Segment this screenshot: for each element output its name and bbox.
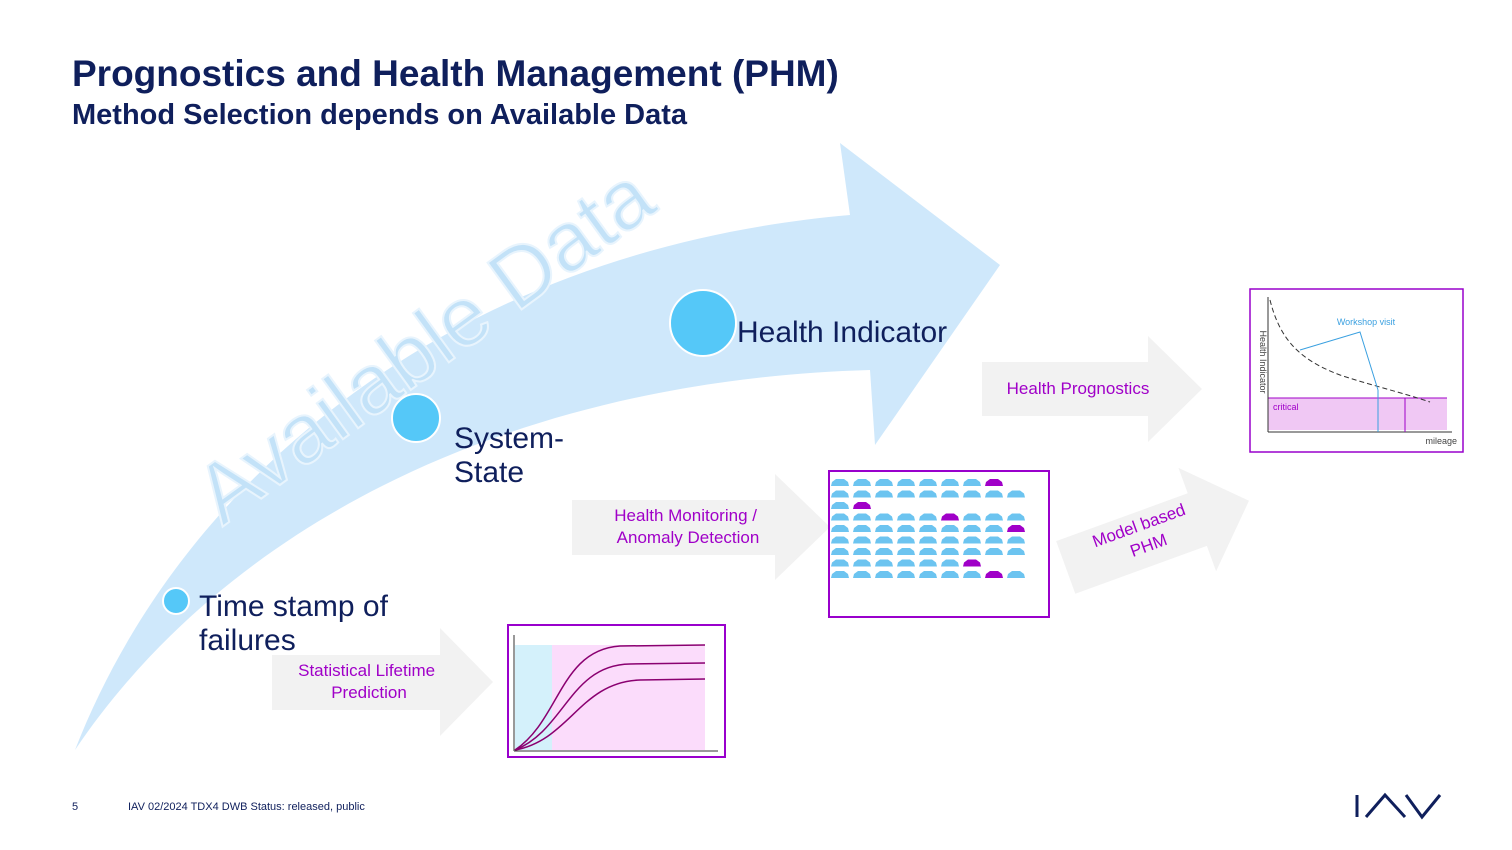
car-icon	[875, 548, 893, 555]
car-icon	[831, 548, 849, 555]
x-axis-label: mileage	[1425, 436, 1457, 446]
car-icon	[941, 571, 959, 578]
lifetime-inset	[507, 624, 726, 758]
car-icon	[941, 525, 959, 532]
car-icon	[963, 536, 981, 544]
car-icon	[853, 525, 871, 532]
car-icon	[919, 513, 937, 521]
car-icon	[941, 559, 959, 567]
car-icon	[941, 548, 959, 555]
page-number: 5	[72, 801, 78, 813]
car-icon	[1007, 525, 1025, 532]
car-icon	[831, 559, 849, 567]
car-icon	[919, 571, 937, 578]
car-icon	[941, 490, 959, 498]
car-icon	[963, 548, 981, 555]
method-arrow	[572, 474, 830, 580]
car-icon	[875, 479, 893, 486]
zone-label: critical	[1273, 402, 1299, 412]
fleet-inset	[828, 470, 1050, 618]
car-icon	[963, 490, 981, 498]
car-icon	[985, 513, 1003, 521]
method-label: Health Prognostics	[1007, 379, 1150, 398]
stage-label: Health Indicator	[737, 316, 947, 349]
car-icon	[831, 513, 849, 521]
car-icon	[897, 525, 915, 532]
car-icon	[1007, 536, 1025, 544]
car-icon	[897, 548, 915, 555]
car-icon	[985, 490, 1003, 498]
footer-info: IAV 02/2024 TDX4 DWB Status: released, p…	[128, 801, 365, 813]
car-icon	[963, 479, 981, 486]
method-arrow	[272, 628, 493, 736]
car-icon	[875, 490, 893, 498]
car-icon	[919, 548, 937, 555]
car-icon	[985, 571, 1003, 578]
car-icon	[853, 502, 871, 509]
car-icon	[875, 513, 893, 521]
car-icon	[985, 525, 1003, 532]
car-icon	[831, 536, 849, 544]
title: Prognostics and Health Management (PHM)	[72, 53, 839, 94]
y-axis-label: Health Indicator	[1258, 330, 1268, 393]
car-icon	[941, 513, 959, 521]
car-icon	[897, 490, 915, 498]
car-icon	[897, 571, 915, 578]
car-icon	[875, 525, 893, 532]
car-icon	[897, 536, 915, 544]
method-arrow	[982, 336, 1202, 442]
car-icon	[963, 571, 981, 578]
car-icon	[985, 548, 1003, 555]
car-icon	[875, 559, 893, 567]
annotation: Workshop visit	[1337, 317, 1396, 327]
car-icon	[941, 479, 959, 486]
car-icon	[941, 536, 959, 544]
car-icon	[1007, 571, 1025, 578]
stage-dot	[669, 289, 737, 357]
car-icon	[853, 490, 871, 498]
subtitle: Method Selection depends on Available Da…	[72, 99, 688, 131]
stage-dot	[391, 393, 441, 443]
car-icon	[897, 559, 915, 567]
car-icon	[875, 571, 893, 578]
stage-label: System- State	[454, 422, 572, 489]
stage-dot	[162, 587, 190, 615]
car-icon	[963, 559, 981, 567]
car-icon	[1007, 490, 1025, 498]
car-icon	[853, 513, 871, 521]
car-icon	[919, 479, 937, 486]
car-icon	[963, 513, 981, 521]
prognostics-inset: Workshop visit Health Indicator critical…	[1249, 288, 1464, 453]
car-icon	[853, 479, 871, 486]
car-icon	[831, 525, 849, 532]
car-icon	[985, 479, 1003, 486]
car-icon	[897, 513, 915, 521]
car-icon	[831, 490, 849, 498]
logo	[1355, 792, 1442, 820]
car-icon	[875, 536, 893, 544]
car-icon	[831, 502, 849, 509]
car-icon	[853, 559, 871, 567]
car-icon	[985, 536, 1003, 544]
car-icon	[963, 525, 981, 532]
car-icon	[831, 479, 849, 486]
car-icon	[897, 479, 915, 486]
car-icon	[853, 536, 871, 544]
car-icon	[919, 536, 937, 544]
car-icon	[919, 525, 937, 532]
data-arrow	[75, 143, 1000, 750]
car-icon	[1007, 513, 1025, 521]
method-label: Statistical Lifetime Prediction	[298, 661, 440, 702]
car-icon	[1007, 548, 1025, 555]
car-icon	[853, 571, 871, 578]
stage-label: Time stamp of failures	[199, 590, 396, 657]
car-icon	[853, 548, 871, 555]
method-arrow	[1056, 467, 1249, 594]
car-icon	[919, 490, 937, 498]
car-icon	[919, 559, 937, 567]
car-icon	[831, 571, 849, 578]
method-label: Health Monitoring / Anomaly Detection	[614, 506, 761, 547]
